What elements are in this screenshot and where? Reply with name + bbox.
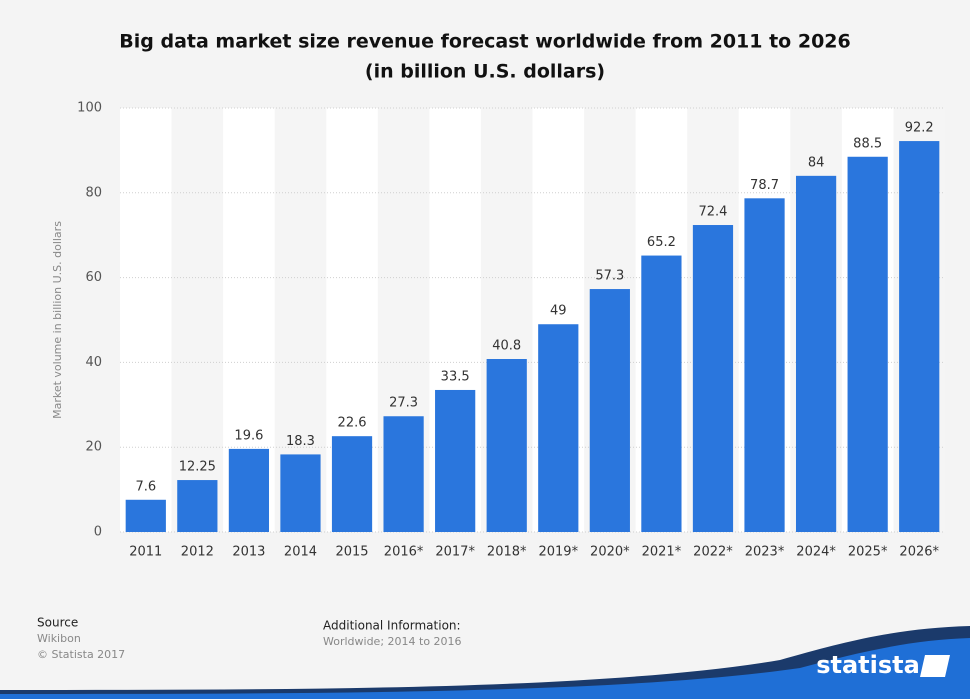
value-label: 88.5 xyxy=(853,136,882,151)
value-label: 40.8 xyxy=(492,339,521,354)
bar xyxy=(847,156,888,532)
y-axis-label: Market volume in billion U.S. dollars xyxy=(51,221,64,419)
value-label: 12.25 xyxy=(179,460,216,475)
value-label: 78.7 xyxy=(750,178,779,193)
info: Worldwide; 2014 to 2016 xyxy=(323,635,462,648)
source: Wikibon xyxy=(37,632,81,645)
bar xyxy=(486,359,527,532)
bar xyxy=(641,255,682,532)
value-label: 22.6 xyxy=(338,416,367,431)
bar xyxy=(228,448,270,532)
logo-icon xyxy=(920,655,950,677)
value-label: 92.2 xyxy=(905,121,934,136)
x-tick-label: 2020* xyxy=(590,545,630,560)
chart-title: Big data market size revenue forecast wo… xyxy=(119,31,850,53)
bar xyxy=(177,480,218,532)
x-tick-label: 2015 xyxy=(335,545,368,560)
bar xyxy=(435,389,476,532)
value-label: 49 xyxy=(550,304,567,319)
x-tick-label: 2018* xyxy=(487,545,527,560)
x-tick-label: 2014 xyxy=(284,545,317,560)
chart-title: (in billion U.S. dollars) xyxy=(365,61,605,83)
value-label: 57.3 xyxy=(595,269,624,284)
bar xyxy=(125,499,166,532)
y-tick-label: 20 xyxy=(85,440,102,455)
x-tick-label: 2012 xyxy=(181,545,214,560)
bar xyxy=(383,416,424,532)
value-label: 19.6 xyxy=(234,428,263,443)
x-tick-label: 2013 xyxy=(232,545,265,560)
footer-swoosh xyxy=(0,638,970,699)
y-tick-label: 0 xyxy=(94,525,102,540)
x-tick-label: 2011 xyxy=(129,545,162,560)
source-heading: Source xyxy=(37,616,78,630)
y-tick-label: 40 xyxy=(85,355,102,370)
y-tick-label: 80 xyxy=(85,185,102,200)
logo: statista xyxy=(816,651,920,679)
value-label: 65.2 xyxy=(647,235,676,250)
bar xyxy=(589,289,630,532)
value-label: 27.3 xyxy=(389,396,418,411)
x-tick-label: 2016* xyxy=(384,545,424,560)
info-heading: Additional Information: xyxy=(323,619,461,633)
value-label: 33.5 xyxy=(441,369,470,384)
x-tick-label: 2026* xyxy=(899,545,939,560)
bar xyxy=(692,225,734,533)
x-tick-label: 2022* xyxy=(693,545,733,560)
bar xyxy=(744,198,785,532)
bar xyxy=(280,454,321,532)
y-tick-label: 100 xyxy=(77,101,102,116)
x-tick-label: 2021* xyxy=(642,545,682,560)
x-tick-label: 2025* xyxy=(848,545,888,560)
band-stripe xyxy=(171,108,224,532)
x-tick-label: 2019* xyxy=(538,545,578,560)
y-tick-label: 60 xyxy=(85,270,102,285)
value-label: 18.3 xyxy=(286,434,315,449)
bar xyxy=(331,436,373,532)
bar xyxy=(538,324,579,532)
value-label: 84 xyxy=(808,155,825,170)
x-tick-label: 2017* xyxy=(435,545,475,560)
bar xyxy=(795,175,837,532)
bar xyxy=(899,141,940,532)
x-tick-label: 2023* xyxy=(745,545,785,560)
value-label: 7.6 xyxy=(135,479,156,494)
x-tick-label: 2024* xyxy=(796,545,836,560)
value-label: 72.4 xyxy=(698,205,727,220)
copyright: © Statista 2017 xyxy=(37,648,125,661)
